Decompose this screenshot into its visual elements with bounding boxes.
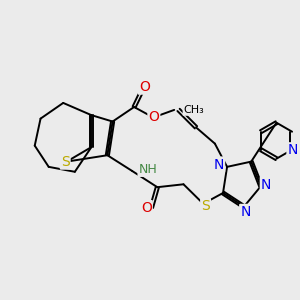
Text: N: N bbox=[240, 205, 250, 219]
Text: O: O bbox=[148, 110, 159, 124]
Text: O: O bbox=[141, 201, 152, 215]
Text: S: S bbox=[201, 199, 210, 213]
Text: O: O bbox=[139, 80, 150, 94]
Text: N: N bbox=[287, 143, 298, 157]
Text: NH: NH bbox=[139, 163, 157, 176]
Text: N: N bbox=[214, 158, 224, 172]
Text: S: S bbox=[61, 154, 70, 169]
Text: N: N bbox=[261, 178, 271, 192]
Text: CH₃: CH₃ bbox=[184, 105, 204, 115]
